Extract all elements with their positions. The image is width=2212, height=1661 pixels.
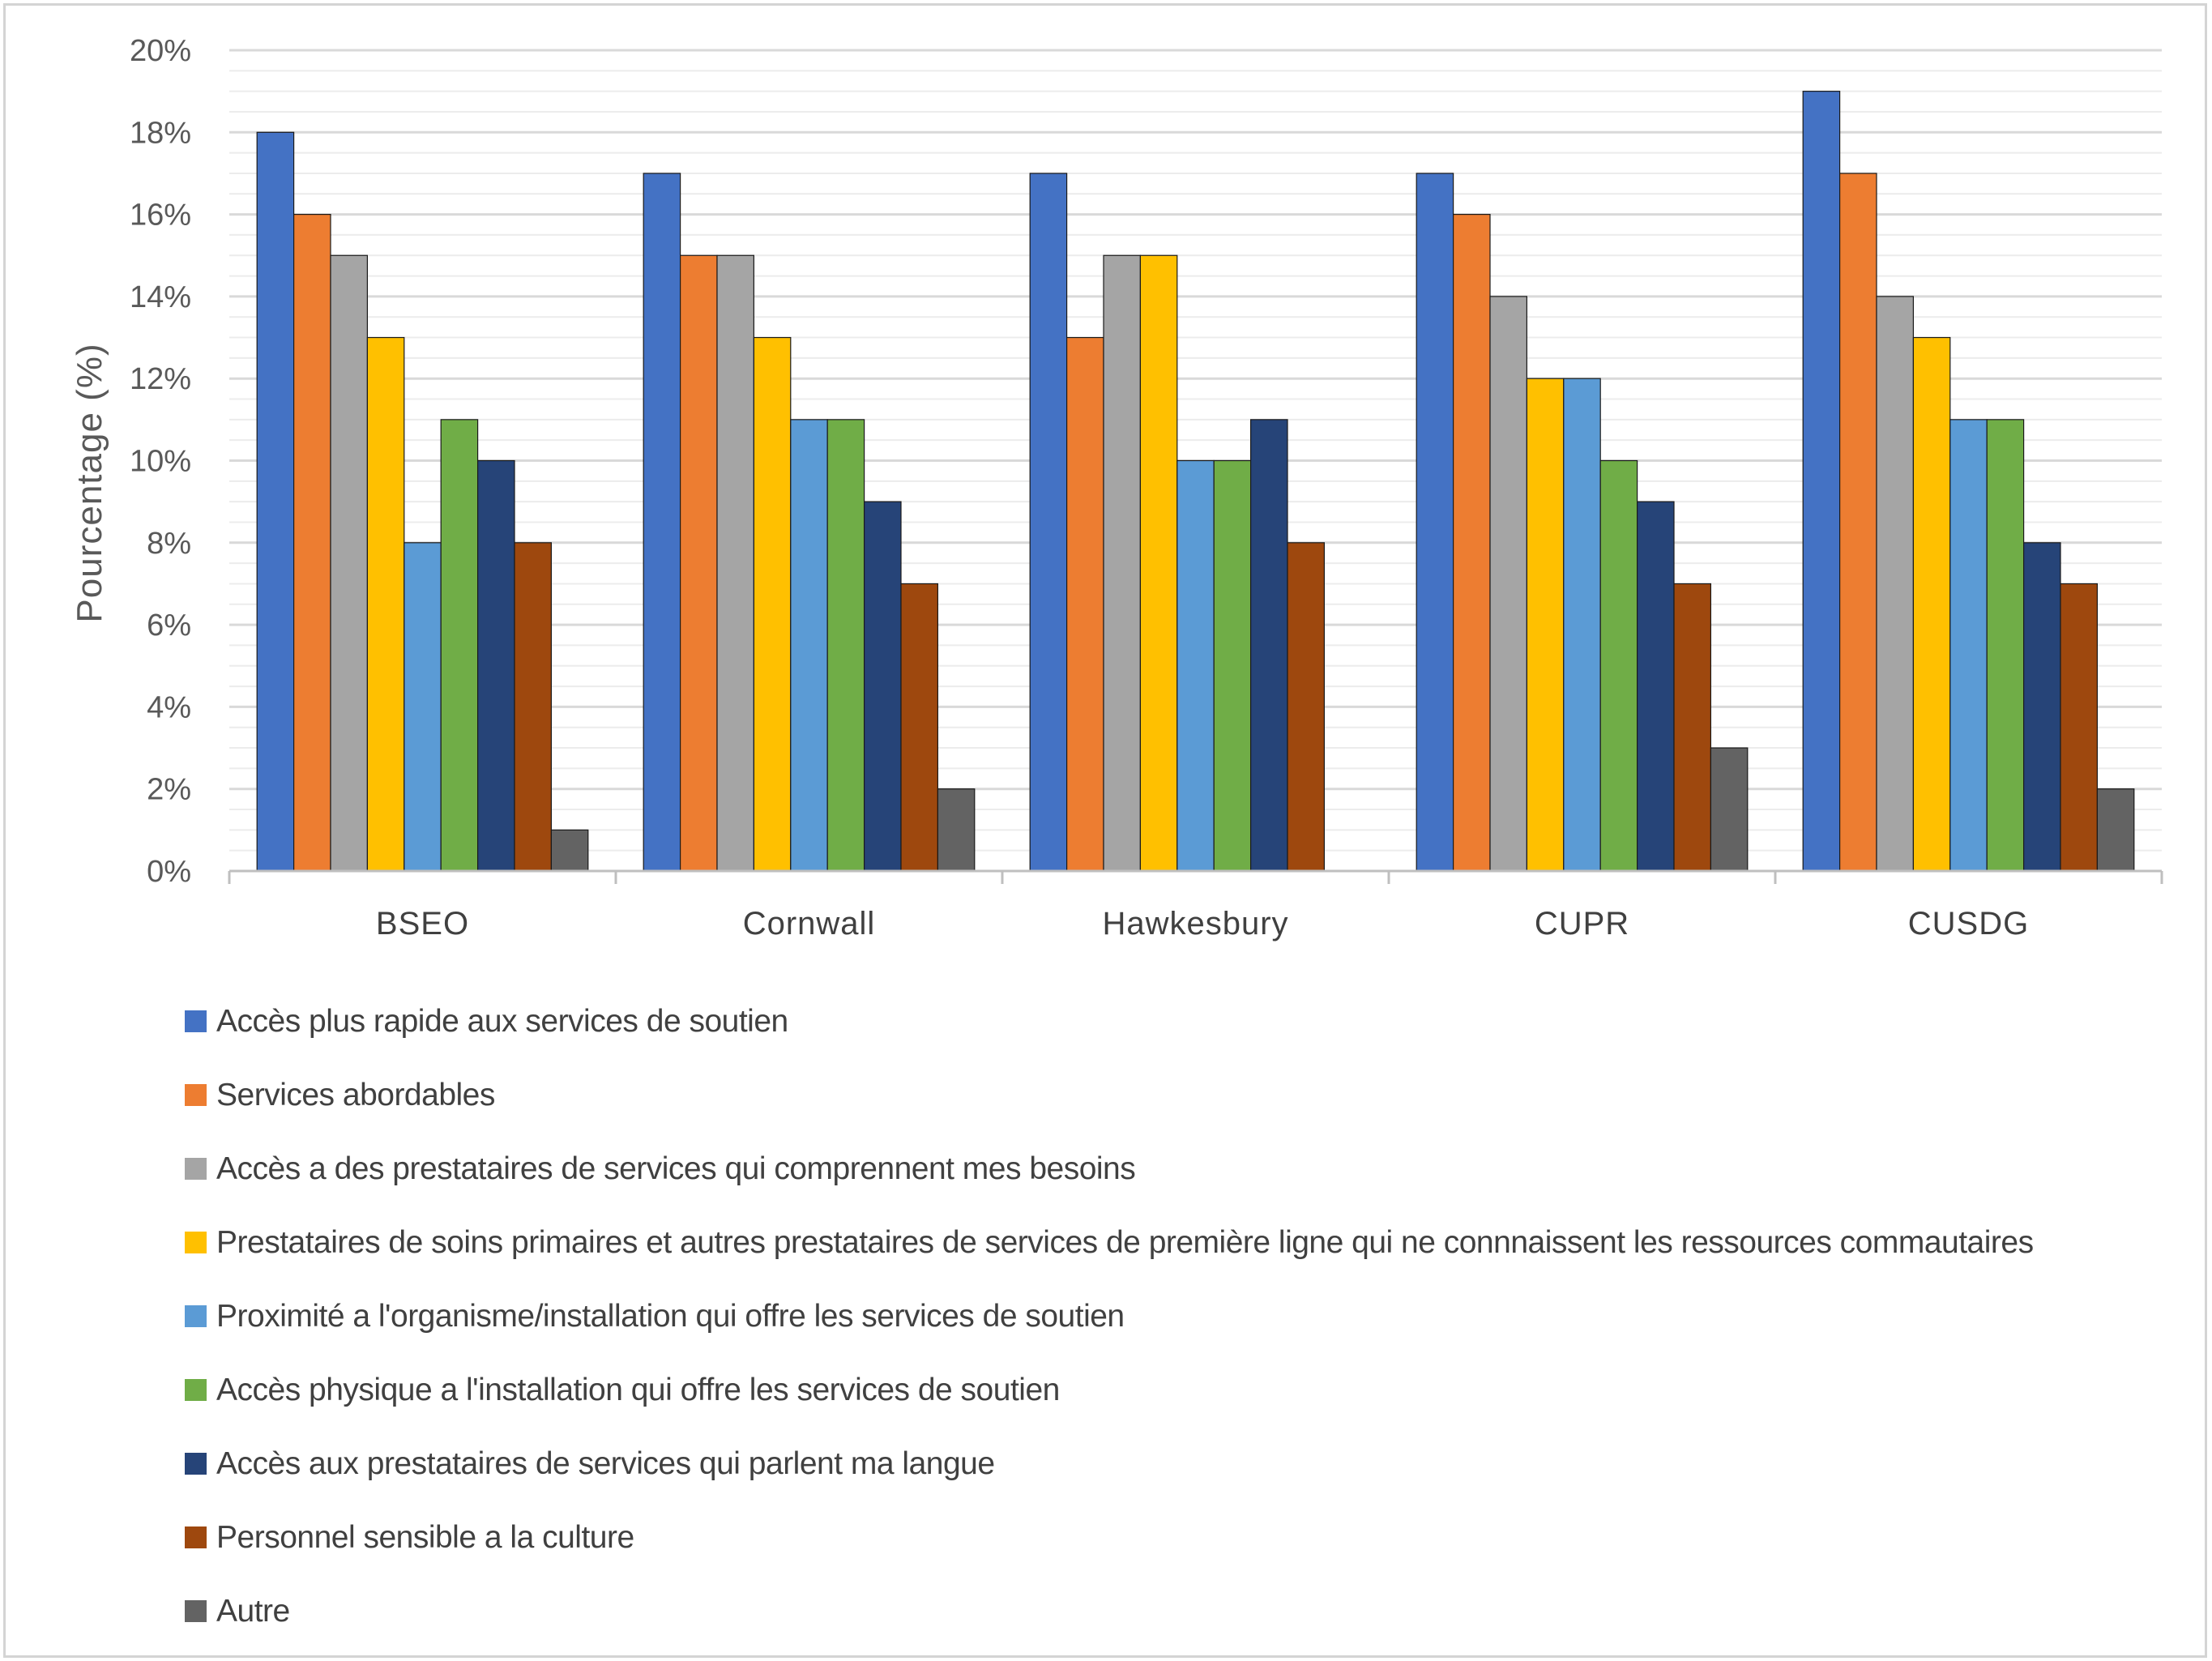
legend-swatch xyxy=(185,1305,207,1327)
bar xyxy=(2060,583,2099,872)
bar xyxy=(550,829,589,872)
y-tick-label: 6% xyxy=(147,608,191,643)
legend-label: Services abordables xyxy=(216,1077,495,1112)
bar xyxy=(2096,788,2135,872)
legend-item: Proximité a l'organisme/installation qui… xyxy=(185,1279,2034,1353)
legend-swatch xyxy=(185,1232,207,1253)
legend-label: Prestataires de soins primaires et autre… xyxy=(216,1224,2034,1260)
x-category-label: CUPR xyxy=(1535,906,1629,942)
bar xyxy=(1986,419,2025,872)
legend-item: Accès plus rapide aux services de soutie… xyxy=(185,984,2034,1058)
bar xyxy=(1526,378,1565,872)
legend-swatch xyxy=(185,1453,207,1475)
bar xyxy=(679,254,718,872)
bar xyxy=(404,542,442,872)
bar xyxy=(1599,459,1638,872)
legend-item: Prestataires de soins primaires et autre… xyxy=(185,1206,2034,1279)
legend-item: Accès aux prestataires de services qui p… xyxy=(185,1427,2034,1501)
x-category-label: Cornwall xyxy=(743,906,876,942)
y-tick-label: 16% xyxy=(130,199,191,233)
bar xyxy=(1287,542,1326,872)
y-tick-label: 4% xyxy=(147,690,191,724)
legend-item: Services abordables xyxy=(185,1058,2034,1132)
axes xyxy=(228,869,2163,884)
legend-label: Personnel sensible a la culture xyxy=(216,1519,634,1555)
legend-swatch xyxy=(185,1158,207,1180)
x-category-labels: BSEO Cornwall Hawkesbury CUPR CUSDG xyxy=(376,906,2029,942)
bar xyxy=(1839,173,1877,872)
x-category-label: CUSDG xyxy=(1908,906,2029,942)
y-tick-label: 10% xyxy=(130,445,191,479)
bar xyxy=(1673,583,1712,872)
y-tick-labels: 0% 2% 4% 6% 8% 10% 12% 14% 16% 18% 20% xyxy=(130,34,191,889)
bar xyxy=(716,254,755,872)
y-tick-label: 14% xyxy=(130,280,191,314)
legend-item: Accès a des prestataires de services qui… xyxy=(185,1132,2034,1206)
bar xyxy=(2023,542,2061,872)
bars xyxy=(256,91,2135,872)
bar xyxy=(1213,459,1252,872)
bar xyxy=(1139,254,1178,872)
bar xyxy=(514,542,553,872)
legend-label: Accès aux prestataires de services qui p… xyxy=(216,1445,995,1481)
legend-label: Autre xyxy=(216,1593,290,1629)
bar xyxy=(1636,501,1675,872)
bar xyxy=(1029,173,1068,872)
legend-label: Accès a des prestataires de services qui… xyxy=(216,1151,1136,1186)
bar xyxy=(476,459,515,872)
legend-swatch xyxy=(185,1084,207,1106)
bar xyxy=(753,336,792,872)
bar xyxy=(440,419,479,872)
bar-chart: 0% 2% 4% 6% 8% 10% 12% 14% 16% 18% 20% BSEO Cornwal… xyxy=(70,34,2163,942)
legend-item: Autre xyxy=(185,1574,2034,1648)
bar xyxy=(1176,459,1215,872)
bar xyxy=(293,214,331,872)
x-category-label: BSEO xyxy=(376,906,469,942)
bar xyxy=(826,419,865,872)
bar xyxy=(1103,254,1142,872)
legend-swatch xyxy=(185,1526,207,1548)
bar xyxy=(1065,336,1104,872)
legend-item: Accès physique a l'installation qui offr… xyxy=(185,1353,2034,1427)
x-category-label: Hawkesbury xyxy=(1102,906,1288,942)
bar xyxy=(790,419,828,872)
y-axis-title: Pourcentage (%) xyxy=(70,343,109,622)
bar xyxy=(1802,91,1841,872)
bar xyxy=(256,131,295,872)
bar xyxy=(643,173,681,872)
legend-label: Proximité a l'organisme/installation qui… xyxy=(216,1298,1125,1334)
legend-swatch xyxy=(185,1379,207,1401)
y-tick-label: 2% xyxy=(147,773,191,807)
bar xyxy=(1249,419,1288,872)
bar xyxy=(1452,214,1491,872)
y-tick-label: 20% xyxy=(130,34,191,68)
legend: Accès plus rapide aux services de soutie… xyxy=(185,984,2034,1648)
bar xyxy=(1416,173,1454,872)
bar xyxy=(1912,336,1951,872)
y-tick-label: 12% xyxy=(130,362,191,396)
bar xyxy=(1710,747,1749,872)
y-tick-label: 0% xyxy=(147,855,191,889)
bar xyxy=(330,254,369,872)
legend-label: Accès physique a l'installation qui offr… xyxy=(216,1372,1060,1407)
bar xyxy=(366,336,405,872)
bar xyxy=(1489,296,1528,872)
bar xyxy=(937,788,976,872)
legend-item: Personnel sensible a la culture xyxy=(185,1501,2034,1574)
legend-label: Accès plus rapide aux services de soutie… xyxy=(216,1003,788,1039)
bar xyxy=(1949,419,1988,872)
bar xyxy=(1563,378,1601,872)
y-tick-label: 18% xyxy=(130,116,191,150)
y-tick-label: 8% xyxy=(147,527,191,561)
bar xyxy=(863,501,902,872)
bar xyxy=(900,583,939,872)
bar xyxy=(1876,296,1915,872)
legend-swatch xyxy=(185,1600,207,1622)
legend-swatch xyxy=(185,1010,207,1032)
